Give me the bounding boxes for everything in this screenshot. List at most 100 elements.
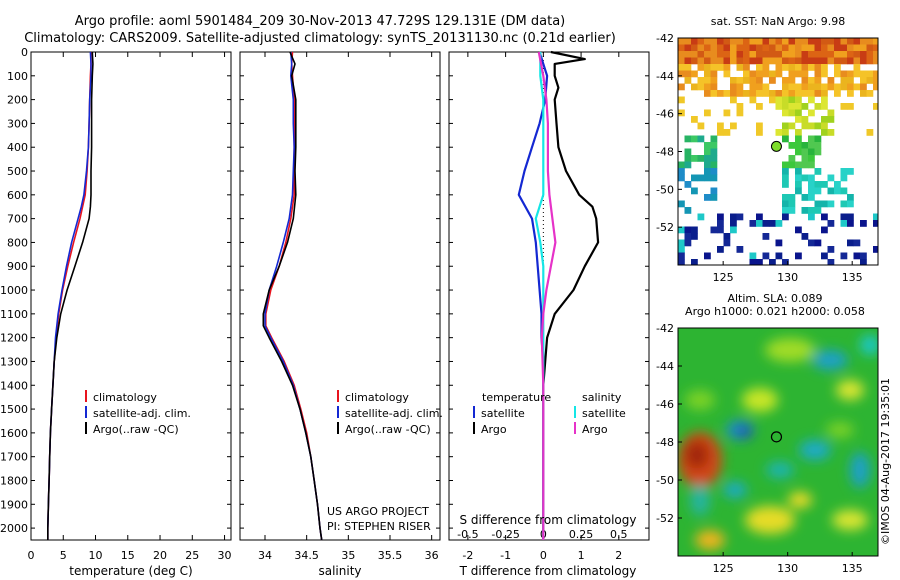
sst-cell: [866, 70, 874, 78]
depth-tick-label: 1900: [0, 498, 28, 511]
sst-cell: [808, 83, 815, 91]
sst-cell: [717, 64, 724, 71]
sst-cell: [834, 90, 841, 97]
sst-cell: [847, 239, 854, 247]
sst-cell: [873, 220, 878, 227]
sst-cell: [801, 233, 809, 240]
sst-cell: [684, 38, 692, 45]
legend-label-climatology: climatology: [93, 391, 157, 404]
sst-cell: [697, 135, 705, 143]
sst-cell: [782, 38, 789, 45]
sst-cell: [762, 38, 770, 45]
sst-cell: [710, 64, 718, 71]
sst-cell: [678, 96, 685, 104]
sst-cell: [678, 239, 685, 247]
sst-cell: [756, 83, 763, 91]
sst-cell: [795, 174, 802, 182]
sst-cell: [782, 90, 789, 97]
sst-cell: [808, 38, 815, 45]
sst-cell: [795, 181, 802, 188]
sst-cell: [801, 142, 809, 149]
sst-cell: [853, 70, 861, 78]
sst-cell: [782, 109, 789, 117]
sst-cell: [788, 155, 796, 162]
sst-cell: [847, 200, 854, 208]
sst-cell: [821, 64, 828, 71]
sst-cell: [840, 187, 848, 195]
sst-cell: [782, 129, 789, 136]
sst-cell: [775, 90, 783, 97]
sst-cell: [704, 38, 711, 45]
sst-cell: [853, 38, 861, 45]
sst-map-panel: sat. SST: NaN Argo: 9.98 125 130 135 -42 -4…: [656, 15, 879, 284]
sst-cell: [678, 161, 685, 169]
temp-difference-axis-label: T difference from climatology: [459, 564, 637, 578]
sla-map-subtitle: Argo h1000: 0.021 h2000: 0.058: [685, 305, 865, 318]
argo-float-marker: [770, 431, 783, 443]
sst-cell: [769, 38, 776, 45]
sst-cell: [749, 220, 757, 227]
sst-cell: [710, 155, 718, 162]
depth-tick-label: 1100: [0, 308, 28, 321]
sst-cell: [840, 252, 848, 260]
sst-cell: [756, 57, 763, 65]
sst-cell: [775, 38, 783, 45]
sst-cell: [710, 90, 718, 97]
sst-cell: [788, 38, 796, 45]
sst-cell: [801, 116, 809, 123]
sst-cell: [756, 103, 763, 110]
sst-cell: [691, 226, 698, 234]
legend-label-argo: Argo(..raw -QC): [345, 423, 431, 436]
sst-cell: [775, 103, 783, 110]
sst-cell: [684, 155, 692, 162]
sst-cell: [736, 64, 744, 71]
sst-cell: [743, 90, 750, 97]
sst-cell: [814, 200, 822, 208]
sst-cell: [736, 44, 744, 52]
sst-cell: [860, 57, 867, 65]
sst-cell: [873, 83, 878, 91]
sst-cell: [749, 38, 757, 45]
legend-label-sal-argo: Argo: [582, 423, 608, 436]
sst-cell: [788, 70, 796, 78]
sst-cell: [808, 57, 815, 65]
sst-cell: [691, 38, 698, 45]
sst-cell: [678, 83, 685, 91]
sst-cell: [834, 57, 841, 65]
x-tick-label: 0: [28, 549, 35, 562]
sst-cell: [860, 90, 867, 97]
legend-label-satellite: satellite-adj. clim.: [93, 407, 191, 420]
latitude-tick-label: -50: [656, 474, 674, 487]
series-line-satellite-adj-clim-: [46, 51, 92, 540]
sst-cell: [788, 161, 796, 169]
sst-cell: [756, 44, 763, 52]
sst-cell: [769, 44, 776, 52]
sst-cell: [782, 213, 789, 221]
sst-cell: [847, 213, 854, 221]
x-tick-label: 0: [540, 549, 547, 562]
sla-map-title: Altim. SLA: 0.089: [727, 292, 822, 305]
sst-cell: [684, 77, 692, 84]
sst-cell: [821, 103, 828, 110]
salinity-plot-frame: [239, 51, 441, 541]
sst-cell: [743, 38, 750, 45]
sst-cell: [684, 51, 692, 58]
sst-cell: [821, 83, 828, 91]
sst-cell: [788, 207, 796, 214]
latitude-tick-label: -52: [656, 221, 674, 234]
longitude-tick-label: 130: [777, 271, 798, 284]
sst-cell: [827, 259, 835, 265]
sst-cell: [736, 103, 744, 110]
legend-label-climatology: climatology: [345, 391, 409, 404]
sst-cell: [840, 38, 848, 45]
sst-cell: [704, 64, 711, 71]
sst-cell: [775, 220, 783, 227]
sst-cell: [847, 103, 854, 110]
sst-cell: [795, 187, 802, 195]
sst-cell: [840, 57, 848, 65]
sst-cell: [808, 135, 815, 143]
sst-cell: [704, 57, 711, 65]
sst-cell: [736, 38, 744, 45]
sst-cell: [788, 64, 796, 71]
sst-cell: [795, 168, 802, 175]
